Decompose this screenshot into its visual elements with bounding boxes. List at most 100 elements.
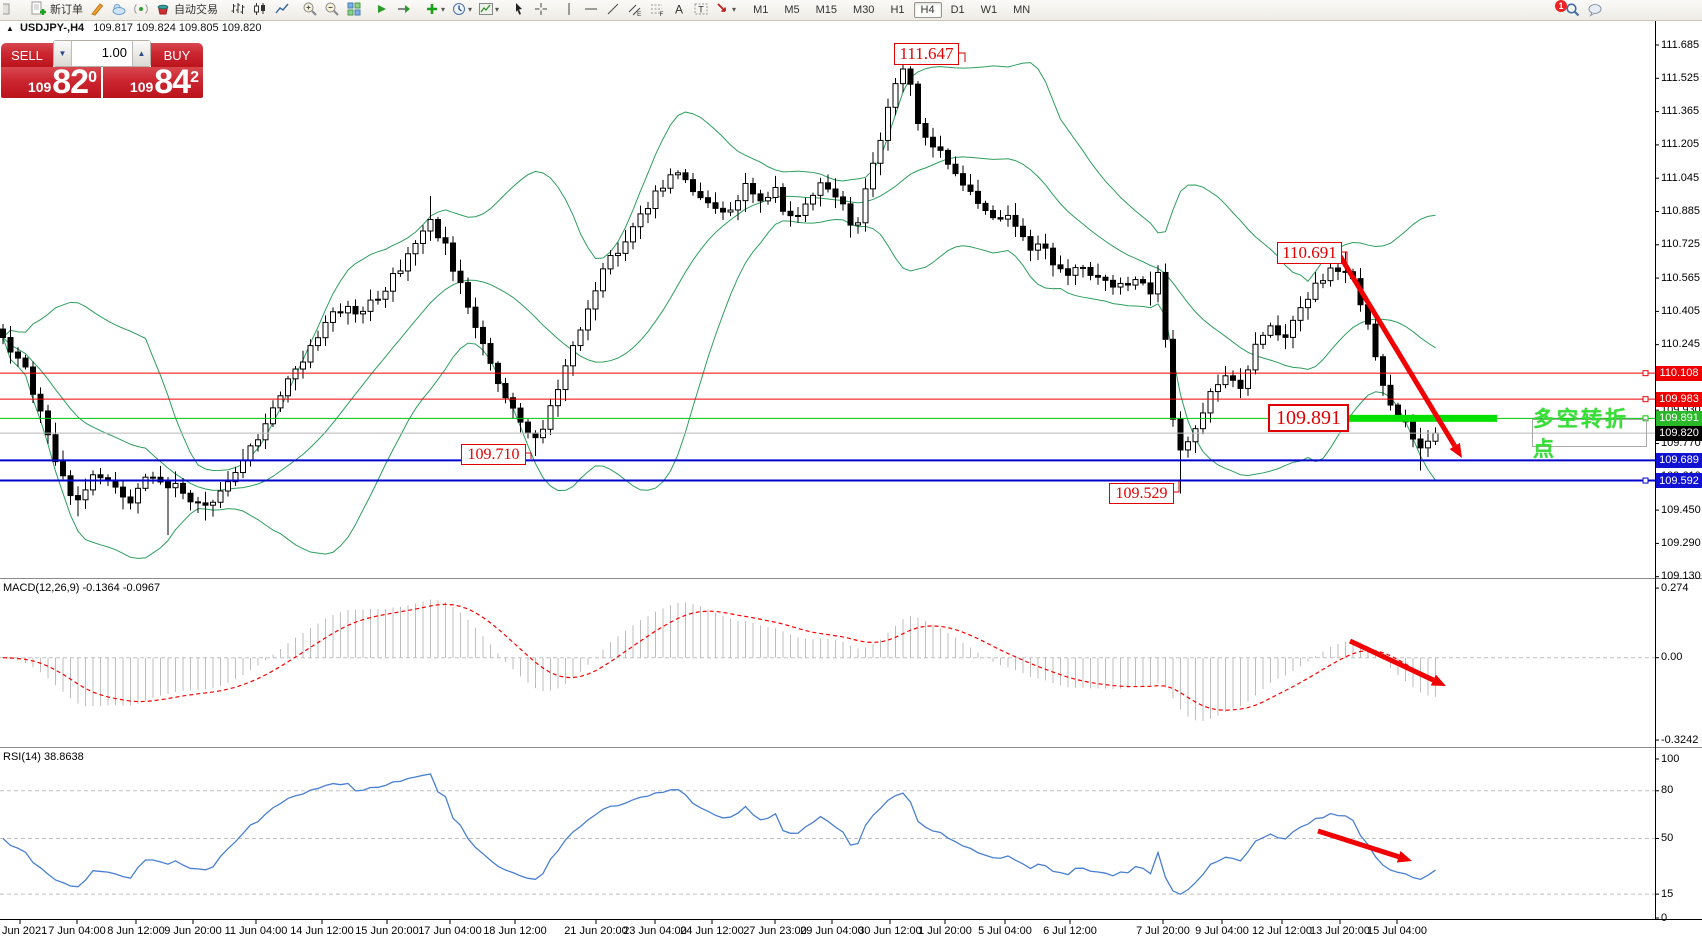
time-axis-label: 21 Jun 20:00 — [564, 925, 628, 937]
time-axis-label: 4 Jun 2021 — [0, 925, 48, 937]
timeframe-m5[interactable]: M5 — [784, 4, 800, 16]
text-label-icon[interactable]: T — [690, 0, 712, 18]
macd-axis-tick: 0.274 — [1661, 581, 1689, 594]
price-axis-tick: 109.450 — [1661, 503, 1701, 516]
sell-price-small: 109 — [27, 79, 52, 95]
notification-badge[interactable]: 1 — [1555, 0, 1567, 12]
fibonacci-icon[interactable]: F — [646, 0, 668, 18]
bar-chart-icon[interactable] — [227, 0, 249, 18]
vertical-line-icon[interactable] — [558, 0, 580, 18]
timeframe-buttons: M1 M5 M15 M30 H1 H4 D1 W1 MN — [745, 2, 1038, 18]
price-axis-tick: 111.205 — [1661, 138, 1700, 151]
time-axis-label: 8 Jun 12:00 — [107, 925, 165, 937]
time-axis-label: 18 Jun 12:00 — [483, 925, 547, 937]
zoom-in-icon[interactable] — [299, 0, 321, 18]
price-axis-tick: 110.565 — [1661, 271, 1700, 284]
price-annotation[interactable]: 110.691 — [1277, 242, 1342, 264]
sell-price-panel[interactable]: 109 82 0 — [1, 63, 101, 101]
price-axis-border — [1655, 20, 1656, 919]
price-level-badge: 109.891 — [1656, 410, 1702, 426]
rsi-axis-tick: 0 — [1661, 911, 1668, 924]
price-axis-tick: 111.685 — [1661, 38, 1700, 51]
symbol-ohlc: 109.817 109.824 109.805 109.820 — [93, 22, 262, 34]
candlestick-chart-icon[interactable] — [249, 0, 271, 18]
symbol-name: USDJPY-,H4 — [19, 22, 85, 34]
collapse-triangle-icon[interactable]: ▲ — [6, 24, 14, 33]
price-axis-tick: 110.245 — [1661, 338, 1700, 351]
price-annotation[interactable]: 109.529 — [1109, 483, 1174, 504]
text-icon[interactable]: A — [668, 0, 690, 18]
sell-button[interactable]: SELL — [1, 43, 53, 67]
search-icon[interactable] — [1562, 1, 1584, 19]
tile-windows-icon[interactable] — [343, 0, 365, 18]
time-axis-label: 14 Jun 12:00 — [290, 925, 354, 937]
cloud-icon[interactable] — [108, 0, 130, 18]
svg-text:E: E — [637, 11, 642, 17]
time-axis-label: 23 Jun 04:00 — [623, 925, 687, 937]
macd-axis-tick: -0.3242 — [1661, 733, 1699, 746]
window-partial-icon[interactable] — [0, 0, 22, 18]
price-axis-tick: 109.290 — [1661, 536, 1701, 549]
timeframe-m1[interactable]: M1 — [753, 4, 769, 16]
bull-bear-turning-point-note[interactable]: 多空转折点 — [1532, 408, 1647, 461]
volume-input[interactable]: 1.00 — [72, 41, 132, 66]
time-axis-label: 5 Jul 04:00 — [978, 925, 1032, 937]
price-annotation[interactable]: 109.891 — [1268, 404, 1349, 432]
price-annotation[interactable]: 111.647 — [894, 43, 959, 65]
arrows-icon[interactable]: ▾ — [712, 0, 739, 18]
time-axis-label: 6 Jul 12:00 — [1043, 925, 1097, 937]
timeframe-h4[interactable]: H4 — [913, 2, 942, 18]
timeframe-h1[interactable]: H1 — [890, 4, 905, 16]
time-axis-label: 9 Jun 20:00 — [164, 925, 222, 937]
signal-icon[interactable] — [130, 0, 152, 18]
price-level-badge: 109.983 — [1656, 391, 1702, 407]
time-axis-label: 24 Jun 12:00 — [680, 925, 744, 937]
sell-price-big: 82 — [52, 63, 89, 101]
time-axis-label: 15 Jun 20:00 — [355, 925, 419, 937]
line-chart-icon[interactable] — [271, 0, 293, 18]
timeframe-m15[interactable]: M15 — [815, 4, 838, 16]
timeframe-d1[interactable]: D1 — [950, 4, 965, 16]
crosshair-icon[interactable] — [530, 0, 552, 18]
timeframe-w1[interactable]: W1 — [980, 4, 998, 16]
time-axis-label: 7 Jul 20:00 — [1136, 925, 1190, 937]
time-axis-label: 15 Jul 04:00 — [1367, 925, 1427, 937]
cursor-icon[interactable] — [508, 0, 530, 18]
horizontal-line-icon[interactable] — [580, 0, 602, 18]
rsi-axis-tick: 15 — [1661, 887, 1674, 900]
buy-price-panel[interactable]: 109 84 2 — [103, 63, 203, 101]
one-click-trading-panel: SELL ▼ 1.00 ▲ BUY 109 82 0 109 84 2 — [1, 40, 203, 101]
price-axis-tick: 111.045 — [1661, 171, 1700, 184]
templates-icon[interactable]: ▾ — [475, 0, 502, 18]
chart-shift-icon[interactable] — [393, 0, 415, 18]
chat-icon[interactable] — [1584, 1, 1606, 19]
macd-pane-splitter[interactable] — [0, 578, 1702, 579]
equidistant-channel-icon[interactable]: E — [624, 0, 646, 18]
volume-decrease-button[interactable]: ▼ — [54, 41, 72, 66]
toolbar: 新订单 自动交易 ▾ ▾ ▾ E F A T ▾ M1 M5 M15 M30 H1 H4 D1 W1 MN 1 — [0, 0, 1702, 21]
rsi-axis-tick: 50 — [1661, 832, 1674, 844]
timeframe-mn[interactable]: MN — [1013, 4, 1031, 16]
sell-price-sup: 0 — [88, 69, 97, 86]
price-axis-tick: 111.365 — [1661, 105, 1700, 118]
timeframe-m30[interactable]: M30 — [853, 4, 875, 16]
price-axis-tick: 110.725 — [1661, 238, 1700, 251]
trendline-icon[interactable] — [602, 0, 624, 18]
time-axis-label: 27 Jun 23:00 — [743, 925, 807, 937]
price-annotation[interactable]: 109.710 — [461, 444, 526, 465]
zoom-out-icon[interactable] — [321, 0, 343, 18]
new-order-button[interactable]: 新订单 — [28, 0, 86, 18]
time-axis-label: 30 Jun 12:00 — [858, 925, 922, 937]
rsi-pane-splitter[interactable] — [0, 747, 1702, 748]
auto-scroll-icon[interactable] — [371, 0, 393, 18]
crayon-icon[interactable] — [86, 0, 108, 18]
rsi-axis-tick: 100 — [1661, 752, 1680, 765]
buy-price-big: 84 — [154, 63, 191, 101]
auto-trading-button[interactable]: 自动交易 — [152, 0, 221, 18]
periods-icon[interactable]: ▾ — [448, 0, 475, 18]
svg-text:T: T — [698, 5, 704, 15]
indicators-icon[interactable]: ▾ — [421, 0, 448, 18]
volume-increase-button[interactable]: ▲ — [132, 41, 150, 66]
